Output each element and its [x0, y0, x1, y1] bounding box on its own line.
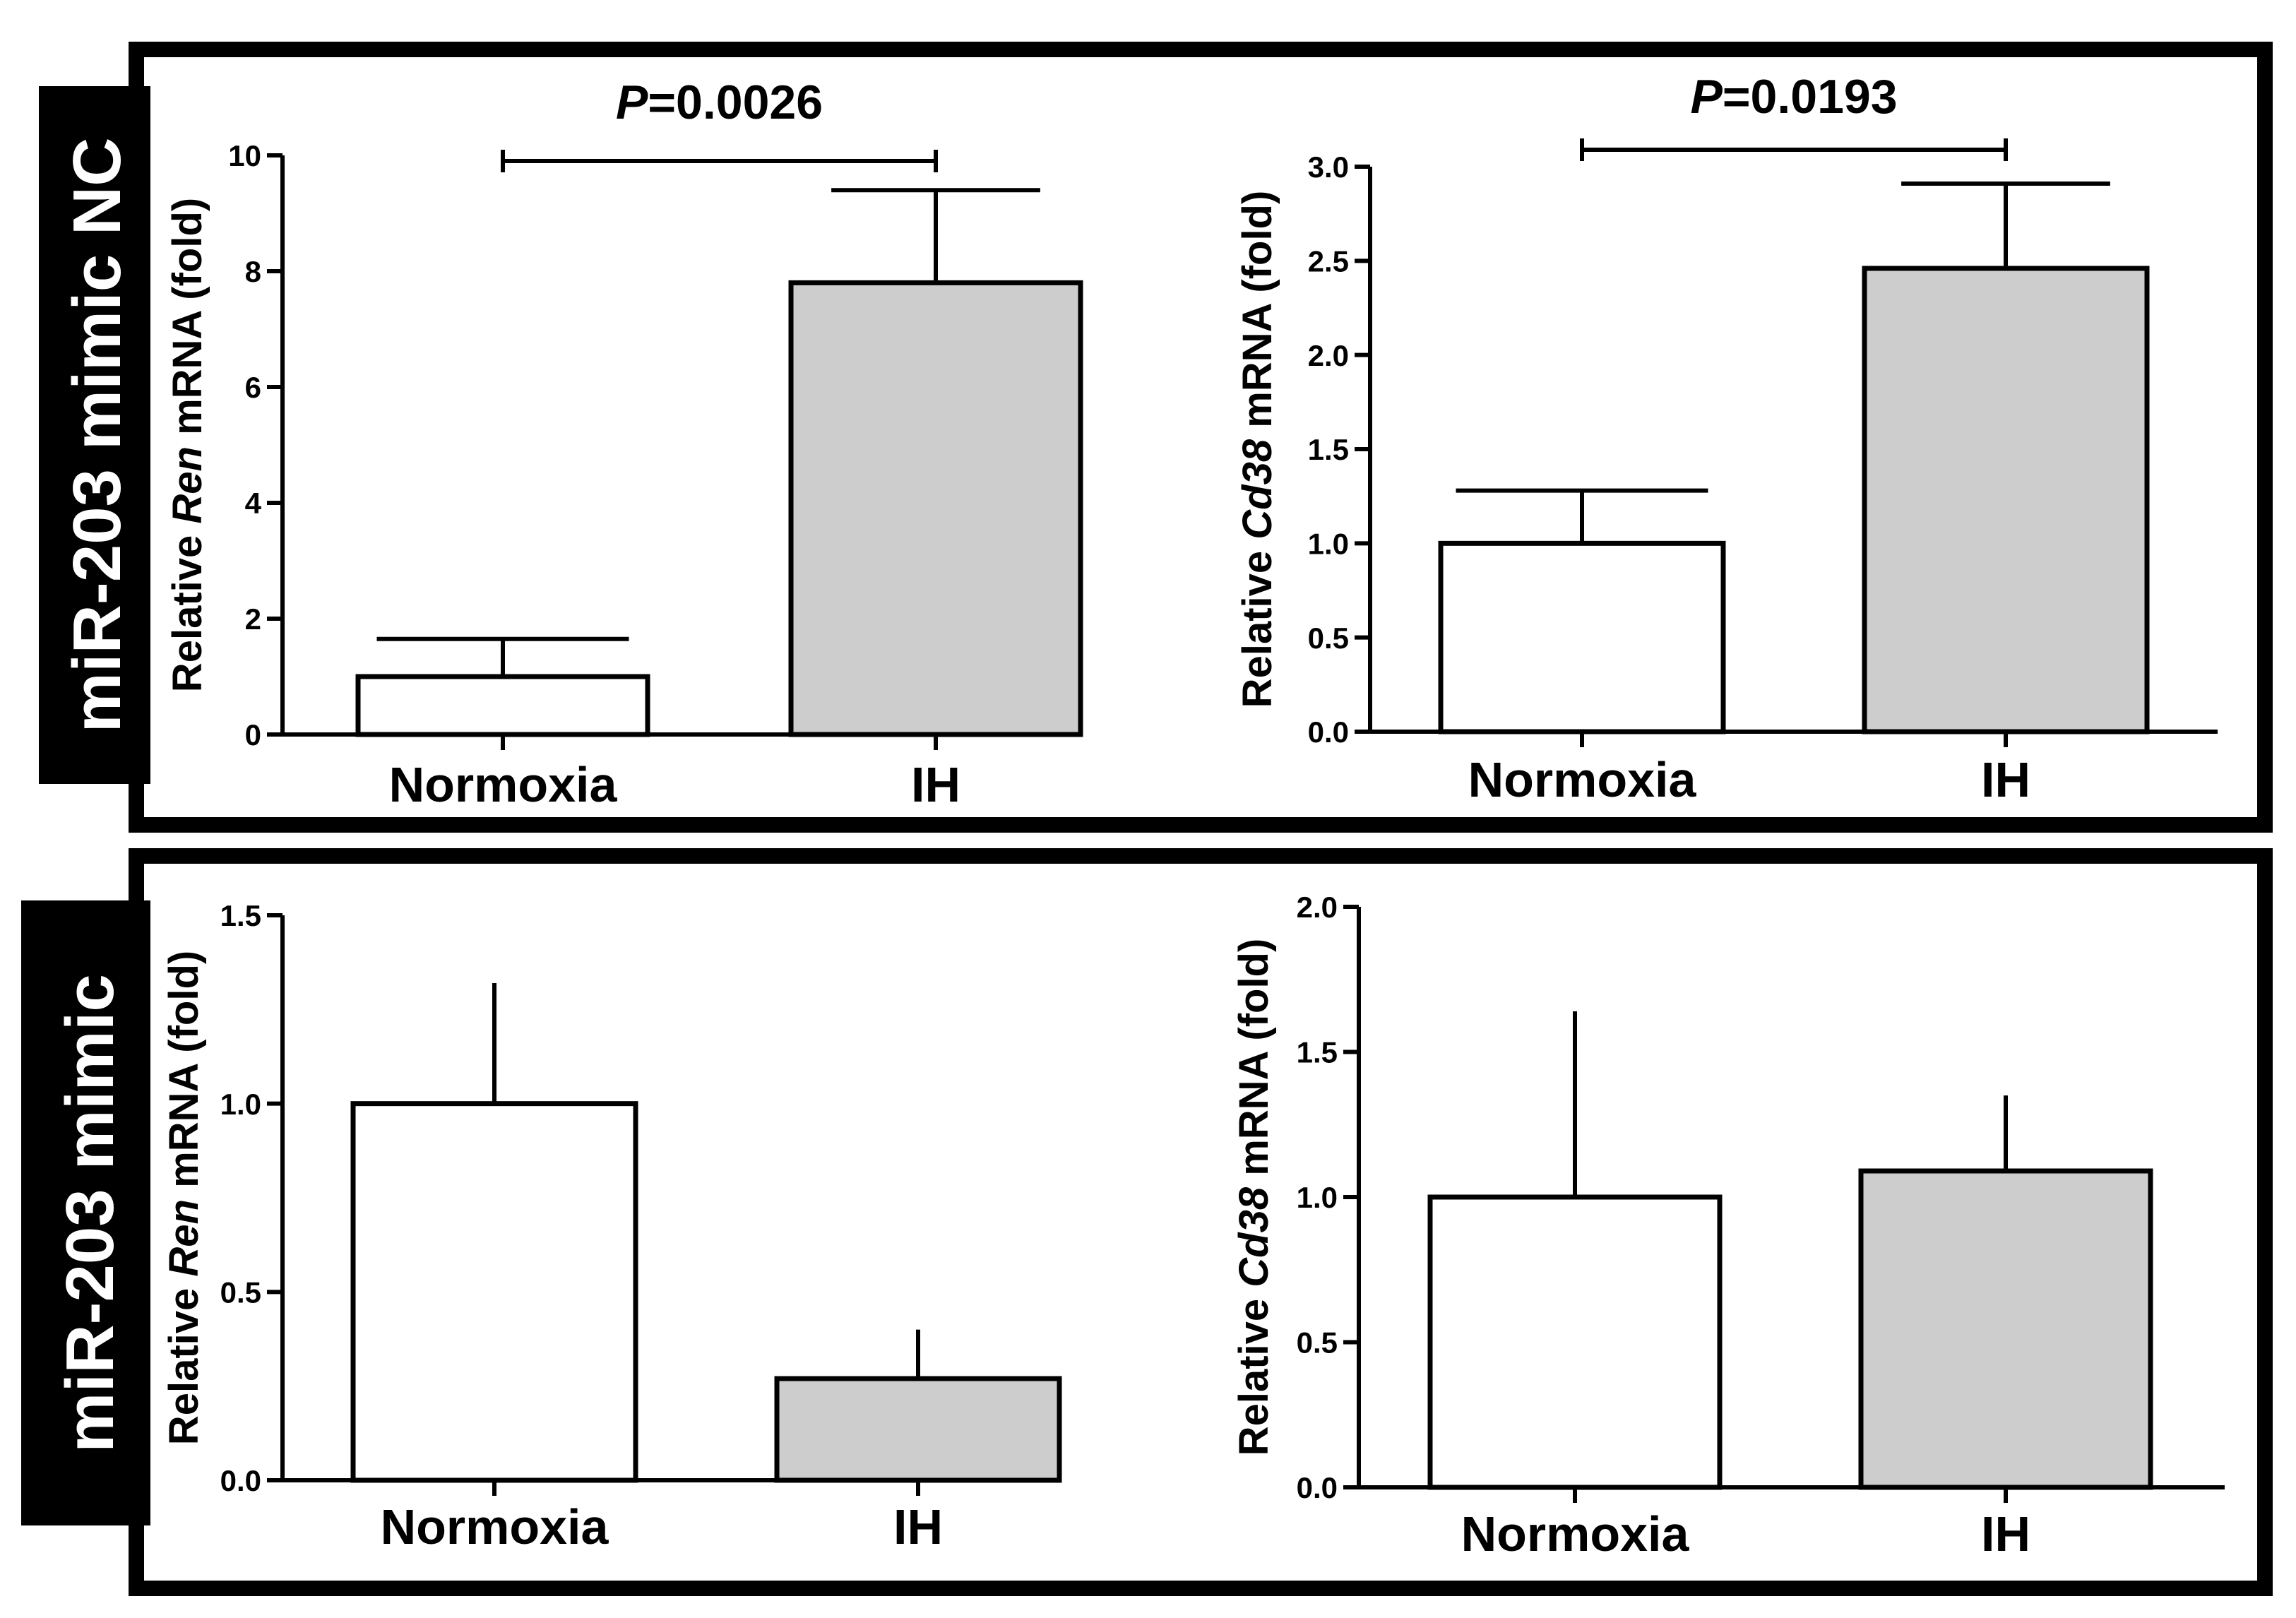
y-tick-label: 2	[245, 602, 261, 636]
y-axis-label-prefix: Relative	[1235, 540, 1280, 708]
y-tick-label: 1.0	[1297, 1181, 1338, 1214]
y-tick-label: 0.5	[1308, 621, 1349, 655]
row-label-tab-top	[39, 86, 150, 784]
p-value-number: =0.0193	[1723, 70, 1898, 124]
y-tick-label: 0.0	[1308, 715, 1349, 749]
y-axis-label-prefix: Relative	[165, 524, 210, 693]
y-axis-label-gene: Ren	[161, 1199, 207, 1277]
category-label: Normoxia	[389, 757, 618, 812]
bar-ih	[1862, 266, 2150, 734]
bar-normoxia	[1427, 1194, 1723, 1490]
bar-normoxia	[350, 1101, 638, 1483]
y-tick-label: 1.5	[1297, 1036, 1338, 1069]
y-axis-label-gene: Ren	[165, 446, 210, 524]
bar-normoxia	[1438, 540, 1726, 734]
y-axis-label-gene: Cd38	[1231, 1186, 1277, 1287]
y-tick-label: 1.5	[1308, 433, 1349, 466]
y-tick-label: 1.0	[220, 1088, 261, 1121]
category-label: Normoxia	[1461, 1506, 1690, 1562]
y-tick-label: 2.0	[1308, 339, 1349, 372]
y-tick-label: 0.0	[1297, 1471, 1338, 1504]
bar-ih	[1858, 1168, 2153, 1490]
y-axis-label-prefix: Relative	[161, 1277, 207, 1446]
chart-cd38-mimic-nc: 0.0 0.5 1.0 1.5 2.0 2.5 3.0 Relative Cd38 mRNA …	[1235, 70, 2218, 807]
y-tick-label: 2.0	[1297, 891, 1338, 924]
y-tick-label: 8	[245, 255, 261, 288]
category-label: Normoxia	[1468, 752, 1697, 807]
y-tick-label: 0.5	[1297, 1326, 1338, 1360]
y-axis-label-suffix: mRNA (fold)	[161, 951, 207, 1199]
category-label: IH	[893, 1499, 943, 1554]
row-label-tab-bottom	[21, 900, 150, 1525]
y-axis-label: Relative Ren mRNA (fold)	[161, 951, 207, 1445]
y-axis-label-prefix: Relative	[1231, 1287, 1277, 1456]
chart-cd38-mimic: 0.0 0.5 1.0 1.5 2.0 Relative Cd38 mRNA (fold)…	[1231, 891, 2225, 1562]
y-tick-label: 4	[245, 487, 262, 520]
chart-ren-mimic: 0.0 0.5 1.0 1.5 Relative Ren mRNA (fold) Norm…	[161, 899, 1062, 1554]
bar-ih	[788, 280, 1083, 737]
p-value-label: P=0.0026	[616, 76, 823, 129]
bar-ih	[774, 1376, 1062, 1483]
y-tick-label: 0	[245, 718, 261, 751]
p-value-symbol: P	[616, 76, 648, 129]
chart-ren-mimic-nc: 0 2 4 6 8 10 Relative Ren mRNA (fold) Normoxia I…	[165, 76, 1083, 812]
y-tick-label: 0.0	[220, 1464, 261, 1497]
y-tick-label: 3.0	[1308, 150, 1349, 184]
y-tick-label: 6	[245, 371, 261, 404]
y-tick-label: 10	[228, 139, 261, 172]
y-tick-label: 2.5	[1308, 244, 1349, 278]
p-value-number: =0.0026	[648, 76, 823, 129]
y-axis-label: Relative Ren mRNA (fold)	[165, 198, 210, 692]
y-axis-label-suffix: mRNA (fold)	[165, 198, 210, 446]
row-label-top: miR-203 mimic NC	[59, 138, 135, 733]
category-label: IH	[1981, 752, 2030, 807]
y-axis-label-suffix: mRNA (fold)	[1235, 191, 1280, 439]
y-tick-label: 1.5	[220, 899, 261, 932]
category-label: IH	[1981, 1506, 2030, 1562]
y-axis-label-gene: Cd38	[1235, 439, 1280, 540]
category-label: IH	[911, 757, 960, 812]
y-axis-label: Relative Cd38 mRNA (fold)	[1231, 939, 1277, 1456]
y-tick-label: 1.0	[1308, 527, 1349, 560]
y-axis-label-suffix: mRNA (fold)	[1231, 939, 1277, 1187]
y-tick-label: 0.5	[220, 1275, 261, 1309]
p-value-symbol: P	[1690, 70, 1723, 124]
row-label-bottom: miR-203 mimic	[52, 974, 128, 1453]
y-axis-label: Relative Cd38 mRNA (fold)	[1235, 191, 1280, 708]
bar-normoxia	[355, 674, 650, 737]
p-value-label: P=0.0193	[1690, 70, 1897, 124]
category-label: Normoxia	[381, 1499, 609, 1554]
